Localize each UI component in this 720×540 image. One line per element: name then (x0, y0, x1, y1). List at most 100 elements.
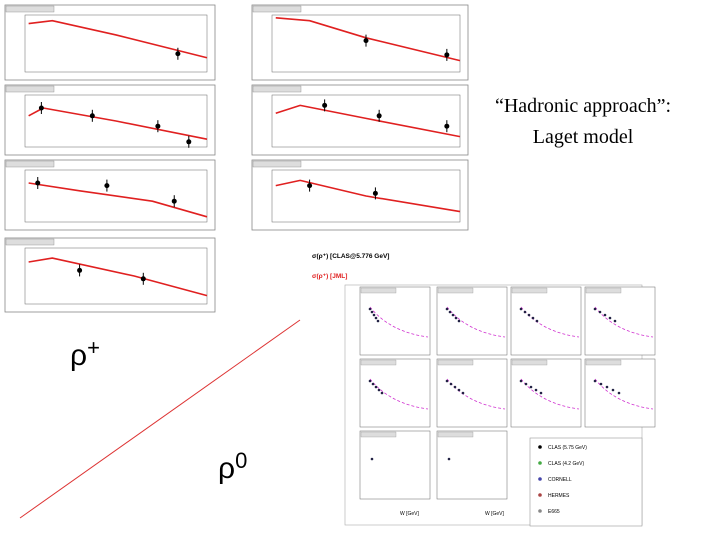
rho0-legend-box (529, 437, 643, 527)
data-point (539, 391, 543, 395)
data-point (457, 388, 461, 392)
panel-header (252, 85, 302, 93)
data-point (445, 307, 449, 311)
data-point (608, 316, 612, 320)
legend-marker (538, 461, 542, 465)
plot-area (24, 169, 208, 223)
rho0-panel (436, 286, 508, 356)
data-point (593, 379, 597, 383)
data-point (453, 385, 457, 389)
rho0-panel (359, 430, 431, 500)
data-point (447, 457, 451, 461)
data-point (461, 391, 465, 395)
data-point (611, 388, 615, 392)
data-point (454, 316, 458, 320)
data-point (363, 38, 369, 44)
data-point (380, 391, 384, 395)
panel-header (252, 160, 302, 168)
rho0-panel (436, 430, 508, 500)
rho0-panel (359, 286, 431, 356)
legend-label: HERMES (548, 493, 570, 499)
data-point (104, 183, 110, 189)
data-point (445, 379, 449, 383)
panel-header (437, 431, 474, 438)
rho0-legend: CLAS (5.75 GeV) CLAS (4.2 GeV) CORNELL HERM… (538, 445, 587, 515)
panel-header (511, 359, 548, 366)
panel-header (360, 431, 397, 438)
plot-area (24, 94, 208, 148)
data-point (603, 313, 607, 317)
data-point (444, 123, 450, 129)
rho0-panel (436, 358, 508, 428)
model-curve (275, 104, 461, 138)
data-point (451, 313, 455, 317)
panel-frame (251, 4, 469, 81)
legend-marker (538, 477, 542, 481)
model-curve (28, 257, 208, 297)
panel-header (437, 287, 474, 294)
rho0-xlabel: W [GeV] (485, 511, 505, 517)
data-point (457, 319, 461, 323)
plot-legend-2: σ(ρ⁺) [JML] (312, 273, 347, 280)
data-point (35, 180, 41, 186)
data-point (38, 105, 44, 111)
panel-header (5, 5, 55, 13)
data-point (599, 382, 603, 386)
panel-frame (4, 237, 216, 313)
data-point (175, 51, 181, 57)
data-point (186, 139, 192, 145)
data-point (449, 382, 453, 386)
panel-header (5, 160, 55, 168)
rho-base: ρ (218, 452, 235, 485)
data-point (519, 307, 523, 311)
data-point (598, 310, 602, 314)
data-point (523, 310, 527, 314)
legend-label: CORNELL (548, 477, 572, 483)
legend-marker (538, 509, 542, 513)
panel-header (360, 287, 397, 294)
plot-area (24, 14, 208, 73)
data-point (140, 276, 146, 282)
data-point (372, 313, 376, 317)
data-point (527, 313, 531, 317)
panel-header (437, 359, 474, 366)
data-point (531, 316, 535, 320)
legend-label: E665 (548, 509, 560, 515)
panels (4, 4, 469, 313)
data-point (307, 183, 313, 189)
panel-frame (4, 4, 216, 81)
data-point (371, 382, 375, 386)
legend-label: CLAS (5.75 GeV) (548, 445, 587, 451)
rho0-xlabel: W [GeV] (400, 511, 420, 517)
data-point (372, 190, 378, 196)
data-point (77, 267, 83, 273)
plot-area (271, 169, 461, 223)
rho0-panel (584, 286, 656, 356)
model-curve (28, 182, 208, 218)
panel-header (585, 359, 622, 366)
data-point (605, 385, 609, 389)
model-curve (275, 17, 461, 62)
model-title-2: Laget model (533, 126, 634, 148)
plot-area (24, 247, 208, 305)
legend-marker (538, 445, 542, 449)
panel-header (5, 238, 55, 246)
panel-header (5, 85, 55, 93)
rho-sup: + (87, 335, 100, 360)
data-point (377, 388, 381, 392)
data-point (376, 113, 382, 119)
data-point (524, 382, 528, 386)
panel-header (252, 5, 302, 13)
rho0-panel (510, 286, 582, 356)
legend-label: CLAS (4.2 GeV) (548, 461, 584, 467)
data-point (322, 102, 328, 108)
data-point (534, 388, 538, 392)
data-point (519, 379, 523, 383)
rho0-panel (359, 358, 431, 428)
panel-header (585, 287, 622, 294)
data-point (374, 316, 378, 320)
divider-line (19, 319, 301, 519)
rho-plus: ρ+ (70, 335, 100, 372)
legend-marker (538, 493, 542, 497)
